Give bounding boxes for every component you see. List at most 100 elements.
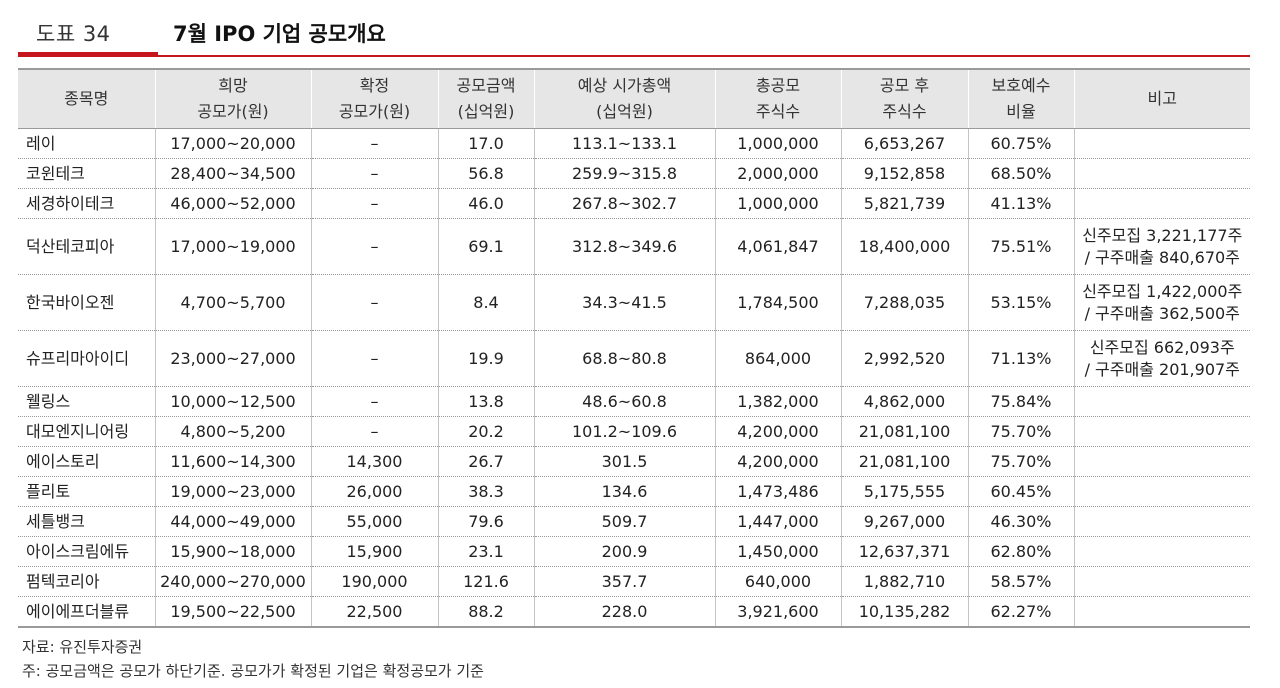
cell-confirmed-price: 22,500 — [310, 596, 438, 628]
cell-market-cap: 301.5 — [533, 446, 715, 477]
ipo-table: 종목명 희망 공모가(원) 확정 공모가(원) 공모금액 (십억원) 예상 시가총액(… — [18, 68, 1250, 628]
cell-market-cap: 34.3~41.5 — [533, 274, 715, 331]
cell-amount: 13.8 — [437, 386, 534, 417]
cell-after-shares: 10,135,282 — [840, 596, 968, 628]
cell-confirmed-price: – — [310, 330, 438, 387]
table-row: 코윈테크 28,400~34,500 – 56.8 259.9~315.8 2,… — [18, 158, 1250, 189]
cell-confirmed-price: 55,000 — [310, 506, 438, 537]
cell-total-shares: 1,000,000 — [714, 188, 841, 219]
col-header-hope-price: 희망 공모가(원) — [154, 68, 311, 129]
cell-hope-price: 19,000~23,000 — [154, 476, 311, 507]
table-row: 슈프리마아이디 23,000~27,000 – 19.9 68.8~80.8 8… — [18, 330, 1250, 387]
cell-after-shares: 9,152,858 — [840, 158, 968, 189]
cell-name: 에이스토리 — [18, 446, 155, 477]
cell-amount: 26.7 — [437, 446, 534, 477]
cell-total-shares: 4,061,847 — [714, 218, 841, 275]
cell-lockup: 62.80% — [967, 536, 1074, 567]
cell-after-shares: 5,175,555 — [840, 476, 968, 507]
cell-total-shares: 4,200,000 — [714, 446, 841, 477]
footnote: 주: 공모금액은 공모가 하단기준. 공모가가 확정된 기업은 확정공모가 기준 — [22, 662, 484, 680]
table-row: 세틀뱅크 44,000~49,000 55,000 79.6 509.7 1,4… — [18, 506, 1250, 537]
cell-note — [1073, 386, 1250, 417]
cell-total-shares: 1,450,000 — [714, 536, 841, 567]
cell-total-shares: 1,000,000 — [714, 128, 841, 159]
cell-name: 플리토 — [18, 476, 155, 507]
cell-confirmed-price: 190,000 — [310, 566, 438, 597]
cell-name: 코윈테크 — [18, 158, 155, 189]
cell-note — [1073, 446, 1250, 477]
cell-market-cap: 200.9 — [533, 536, 715, 567]
figure-title: 7월 IPO 기업 공모개요 — [173, 22, 386, 46]
cell-confirmed-price: – — [310, 274, 438, 331]
cell-total-shares: 1,473,486 — [714, 476, 841, 507]
cell-note: 신주모집 662,093주 / 구주매출 201,907주 — [1073, 330, 1250, 387]
cell-note — [1073, 188, 1250, 219]
table-row: 덕산테코피아 17,000~19,000 – 69.1 312.8~349.6 … — [18, 218, 1250, 275]
cell-hope-price: 15,900~18,000 — [154, 536, 311, 567]
cell-lockup: 53.15% — [967, 274, 1074, 331]
table-row: 웰링스 10,000~12,500 – 13.8 48.6~60.8 1,382… — [18, 386, 1250, 417]
cell-market-cap: 68.8~80.8 — [533, 330, 715, 387]
cell-lockup: 75.51% — [967, 218, 1074, 275]
col-header-lockup: 보호예수 비율 — [967, 68, 1074, 129]
cell-name: 덕산테코피아 — [18, 218, 155, 275]
cell-note — [1073, 158, 1250, 189]
cell-amount: 121.6 — [437, 566, 534, 597]
cell-amount: 20.2 — [437, 416, 534, 447]
cell-after-shares: 5,821,739 — [840, 188, 968, 219]
cell-hope-price: 46,000~52,000 — [154, 188, 311, 219]
cell-name: 한국바이오젠 — [18, 274, 155, 331]
cell-confirmed-price: – — [310, 386, 438, 417]
cell-amount: 46.0 — [437, 188, 534, 219]
cell-note — [1073, 506, 1250, 537]
cell-lockup: 75.84% — [967, 386, 1074, 417]
cell-lockup: 71.13% — [967, 330, 1074, 387]
cell-name: 슈프리마아이디 — [18, 330, 155, 387]
cell-after-shares: 9,267,000 — [840, 506, 968, 537]
col-header-name: 종목명 — [18, 68, 155, 129]
cell-hope-price: 11,600~14,300 — [154, 446, 311, 477]
cell-note: 신주모집 3,221,177주 / 구주매출 840,670주 — [1073, 218, 1250, 275]
cell-amount: 88.2 — [437, 596, 534, 628]
cell-confirmed-price: 15,900 — [310, 536, 438, 567]
cell-amount: 69.1 — [437, 218, 534, 275]
table-row: 에이에프더블류 19,500~22,500 22,500 88.2 228.0 … — [18, 596, 1250, 628]
table-row: 한국바이오젠 4,700~5,700 – 8.4 34.3~41.5 1,784… — [18, 274, 1250, 331]
cell-hope-price: 17,000~19,000 — [154, 218, 311, 275]
cell-total-shares: 1,447,000 — [714, 506, 841, 537]
col-header-note: 비고 — [1073, 68, 1250, 129]
cell-after-shares: 4,862,000 — [840, 386, 968, 417]
cell-lockup: 46.30% — [967, 506, 1074, 537]
cell-hope-price: 17,000~20,000 — [154, 128, 311, 159]
table-row: 대모엔지니어링 4,800~5,200 – 20.2 101.2~109.6 4… — [18, 416, 1250, 447]
cell-amount: 23.1 — [437, 536, 534, 567]
cell-total-shares: 864,000 — [714, 330, 841, 387]
cell-note: 신주모집 1,422,000주 / 구주매출 362,500주 — [1073, 274, 1250, 331]
cell-confirmed-price: 14,300 — [310, 446, 438, 477]
cell-hope-price: 10,000~12,500 — [154, 386, 311, 417]
cell-total-shares: 1,784,500 — [714, 274, 841, 331]
cell-hope-price: 44,000~49,000 — [154, 506, 311, 537]
cell-market-cap: 509.7 — [533, 506, 715, 537]
cell-hope-price: 23,000~27,000 — [154, 330, 311, 387]
cell-confirmed-price: – — [310, 218, 438, 275]
cell-name: 펌텍코리아 — [18, 566, 155, 597]
cell-market-cap: 267.8~302.7 — [533, 188, 715, 219]
table-row: 플리토 19,000~23,000 26,000 38.3 134.6 1,47… — [18, 476, 1250, 507]
cell-lockup: 60.45% — [967, 476, 1074, 507]
cell-hope-price: 4,700~5,700 — [154, 274, 311, 331]
cell-market-cap: 228.0 — [533, 596, 715, 628]
cell-amount: 38.3 — [437, 476, 534, 507]
cell-note — [1073, 416, 1250, 447]
cell-note — [1073, 128, 1250, 159]
header-row: 종목명 희망 공모가(원) 확정 공모가(원) 공모금액 (십억원) 예상 시가총액(… — [18, 68, 1250, 129]
header-accent-bar — [18, 52, 158, 57]
cell-name: 아이스크림에듀 — [18, 536, 155, 567]
cell-after-shares: 12,637,371 — [840, 536, 968, 567]
cell-name: 대모엔지니어링 — [18, 416, 155, 447]
cell-market-cap: 113.1~133.1 — [533, 128, 715, 159]
cell-name: 세틀뱅크 — [18, 506, 155, 537]
cell-lockup: 58.57% — [967, 566, 1074, 597]
cell-hope-price: 19,500~22,500 — [154, 596, 311, 628]
col-header-after-shares: 공모 후 주식수 — [840, 68, 968, 129]
